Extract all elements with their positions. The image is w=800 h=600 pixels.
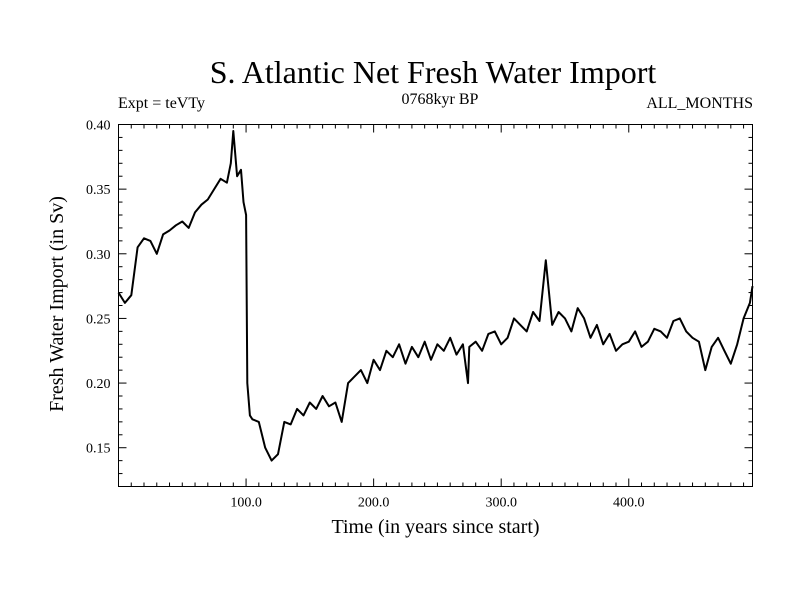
y-tick-label: 0.15 — [86, 442, 111, 457]
x-tick-label: 100.0 — [230, 496, 262, 511]
y-tick-label: 0.25 — [86, 312, 111, 327]
plot-frame — [118, 124, 753, 487]
y-tick-label: 0.35 — [86, 183, 111, 198]
x-tick-label: 400.0 — [613, 496, 645, 511]
chart-title: S. Atlantic Net Fresh Water Import — [209, 54, 657, 90]
y-tick-label: 0.30 — [86, 248, 111, 263]
experiment-label: Expt = teVTy — [118, 95, 205, 112]
y-axis-label: Fresh Water Import (in Sv) — [46, 196, 68, 412]
y-tick-label: 0.20 — [86, 377, 111, 392]
x-tick-label: 200.0 — [358, 496, 390, 511]
y-tick-label: 0.40 — [86, 119, 111, 134]
x-axis-label: Time (in years since start) — [331, 516, 540, 538]
series-line — [117, 130, 754, 462]
period-label: 0768kyr BP — [401, 91, 479, 108]
months-label: ALL_MONTHS — [646, 95, 753, 112]
x-tick-label: 300.0 — [485, 496, 517, 511]
